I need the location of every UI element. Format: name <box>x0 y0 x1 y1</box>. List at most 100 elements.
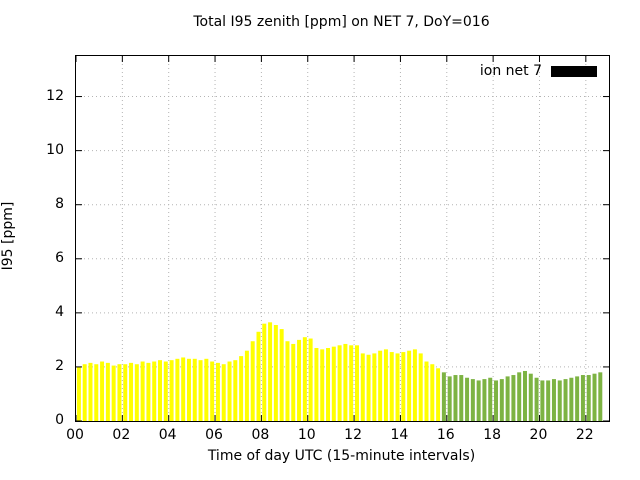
bar <box>239 356 244 421</box>
legend: ion net 7 <box>480 63 597 79</box>
x-tick-label: 08 <box>251 427 270 443</box>
bar <box>331 346 336 421</box>
bar <box>140 361 145 421</box>
bar <box>117 364 122 421</box>
bar <box>314 348 319 421</box>
bar <box>441 372 446 421</box>
plot-canvas <box>76 56 609 421</box>
bar <box>268 322 273 421</box>
bar <box>540 380 545 421</box>
bar <box>256 331 261 421</box>
bar <box>511 375 516 421</box>
bar <box>418 353 423 421</box>
y-tick-label: 8 <box>55 195 64 212</box>
bar <box>343 343 348 421</box>
bar <box>453 375 458 421</box>
bar <box>146 362 151 421</box>
x-tick-label: 02 <box>112 427 131 443</box>
bar <box>459 375 464 421</box>
bar <box>546 380 551 421</box>
bar <box>598 372 603 421</box>
bar <box>424 361 429 421</box>
bar <box>592 373 597 421</box>
y-tick-label: 0 <box>55 412 64 428</box>
bar <box>291 343 296 421</box>
y-axis-label: I95 [ppm] <box>0 201 16 271</box>
bar <box>297 339 302 421</box>
legend-label: ion net 7 <box>479 63 542 79</box>
bar <box>447 376 452 421</box>
bar <box>129 362 134 421</box>
bar <box>134 364 139 421</box>
bar <box>372 353 377 421</box>
bar <box>82 364 87 421</box>
bar <box>192 358 197 421</box>
bar <box>158 360 162 421</box>
bar <box>575 376 580 421</box>
bar <box>100 361 105 421</box>
bar <box>383 349 388 421</box>
bar <box>430 364 435 421</box>
bar <box>563 379 568 421</box>
bar <box>221 364 226 421</box>
bar <box>494 380 499 421</box>
chart-title: Total I95 zenith [ppm] on NET 7, DoY=016 <box>193 14 490 30</box>
bar <box>551 379 556 421</box>
bar <box>320 349 325 421</box>
bar <box>111 365 116 421</box>
bar <box>407 350 412 421</box>
bar <box>76 366 81 421</box>
bar <box>181 357 186 421</box>
bar <box>285 341 290 421</box>
bar <box>262 323 267 421</box>
bar <box>198 360 203 421</box>
bar <box>360 353 365 421</box>
x-tick-label: 22 <box>575 427 594 443</box>
x-tick-label: 18 <box>483 427 502 443</box>
bar <box>378 350 383 421</box>
bar <box>227 361 232 421</box>
bar <box>586 375 591 421</box>
bar <box>366 354 371 421</box>
bar <box>279 329 284 421</box>
bar <box>499 379 504 421</box>
bar <box>210 361 215 421</box>
legend-swatch-icon <box>551 65 597 77</box>
bar <box>488 377 493 421</box>
bar <box>308 338 313 421</box>
bar <box>476 380 481 421</box>
x-tick-label: 16 <box>436 427 455 443</box>
y-tick-label: 12 <box>46 87 64 104</box>
bar <box>534 377 539 421</box>
bar <box>273 325 278 421</box>
bar <box>349 345 354 421</box>
y-tick-label: 6 <box>55 249 64 266</box>
bar <box>204 358 209 421</box>
bar <box>354 345 359 421</box>
bar <box>528 373 533 421</box>
bar <box>326 348 331 421</box>
bar <box>152 361 157 421</box>
bar <box>215 362 220 421</box>
bar <box>401 352 406 421</box>
bar <box>169 360 174 421</box>
y-tick-label: 2 <box>55 357 64 374</box>
bar <box>186 358 191 421</box>
bar <box>412 349 417 421</box>
x-tick-label: 12 <box>344 427 362 443</box>
bar <box>505 376 510 421</box>
bar <box>163 361 168 421</box>
x-tick-label: 04 <box>158 427 177 443</box>
plot-area: ion net 7 <box>75 55 610 422</box>
bar <box>569 377 574 421</box>
bar <box>517 372 522 421</box>
x-tick-label: 14 <box>390 427 409 443</box>
bar <box>482 379 487 421</box>
bar <box>94 364 99 421</box>
bar <box>523 370 527 421</box>
bar <box>395 353 400 421</box>
bar <box>88 362 93 421</box>
bar <box>302 337 307 421</box>
bar <box>436 368 441 421</box>
